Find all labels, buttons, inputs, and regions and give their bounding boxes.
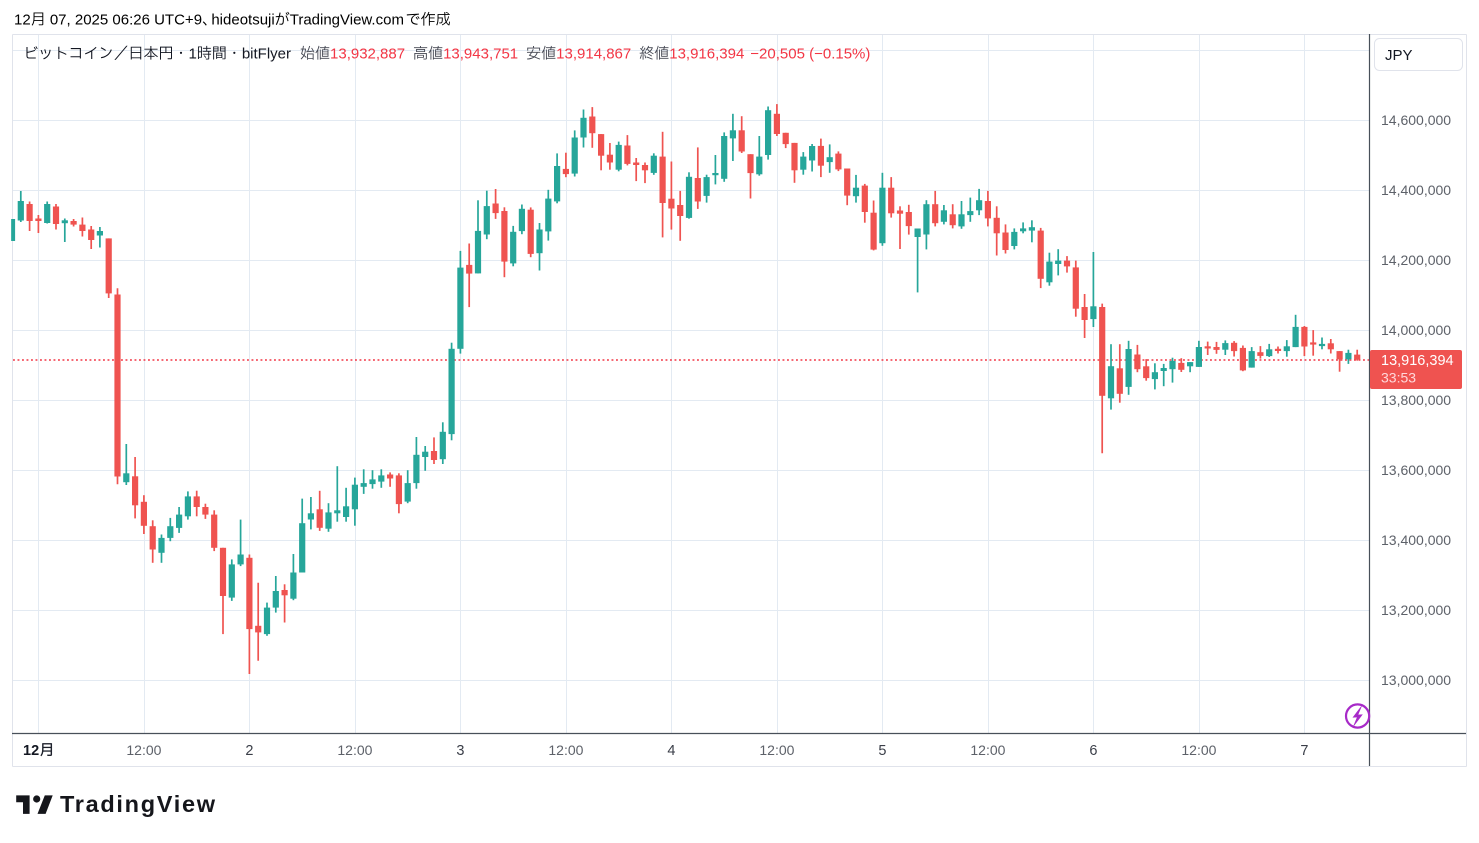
svg-text:14,400,000: 14,400,000 [1381,182,1451,198]
svg-text:5: 5 [878,743,886,759]
svg-text:4: 4 [667,743,675,759]
svg-text:−20,505 (−0.15%): −20,505 (−0.15%) [750,46,870,63]
svg-text:12:00: 12:00 [970,742,1005,758]
svg-text:hideotsuji: hideotsuji [211,12,274,29]
svg-text:JPY: JPY [1385,47,1413,64]
svg-text:13,914,867: 13,914,867 [556,46,631,63]
svg-text:12:00: 12:00 [337,742,372,758]
svg-text:14,600,000: 14,600,000 [1381,112,1451,128]
svg-text:13,200,000: 13,200,000 [1381,602,1451,618]
svg-text:14,000,000: 14,000,000 [1381,322,1451,338]
svg-text:TradingView.com: TradingView.com [290,12,404,29]
svg-text:14,200,000: 14,200,000 [1381,252,1451,268]
svg-text:13,400,000: 13,400,000 [1381,532,1451,548]
svg-text:12:00: 12:00 [126,742,161,758]
svg-text:6: 6 [1089,743,1097,759]
svg-text:bitFlyer: bitFlyer [242,46,291,63]
svg-text:33:53: 33:53 [1381,370,1416,386]
svg-text:TradingView: TradingView [60,791,217,817]
svg-text:13,916,394: 13,916,394 [669,46,744,63]
svg-text:3: 3 [456,743,464,759]
svg-text:1: 1 [189,46,197,63]
svg-text:13,000,000: 13,000,000 [1381,672,1451,688]
svg-text:13,600,000: 13,600,000 [1381,462,1451,478]
svg-text:07, 2025 06:26 UTC+9: 07, 2025 06:26 UTC+9 [50,12,202,29]
svg-text:12: 12 [23,743,39,759]
svg-text:13,916,394: 13,916,394 [1381,353,1454,369]
svg-text:12:00: 12:00 [548,742,583,758]
svg-text:2: 2 [245,743,253,759]
svg-text:12:00: 12:00 [759,742,794,758]
svg-text:13,800,000: 13,800,000 [1381,392,1451,408]
svg-text:7: 7 [1300,743,1308,759]
svg-text:12: 12 [14,12,31,29]
svg-text:13,943,751: 13,943,751 [443,46,518,63]
svg-text:12:00: 12:00 [1181,742,1216,758]
svg-text:13,932,887: 13,932,887 [330,46,405,63]
